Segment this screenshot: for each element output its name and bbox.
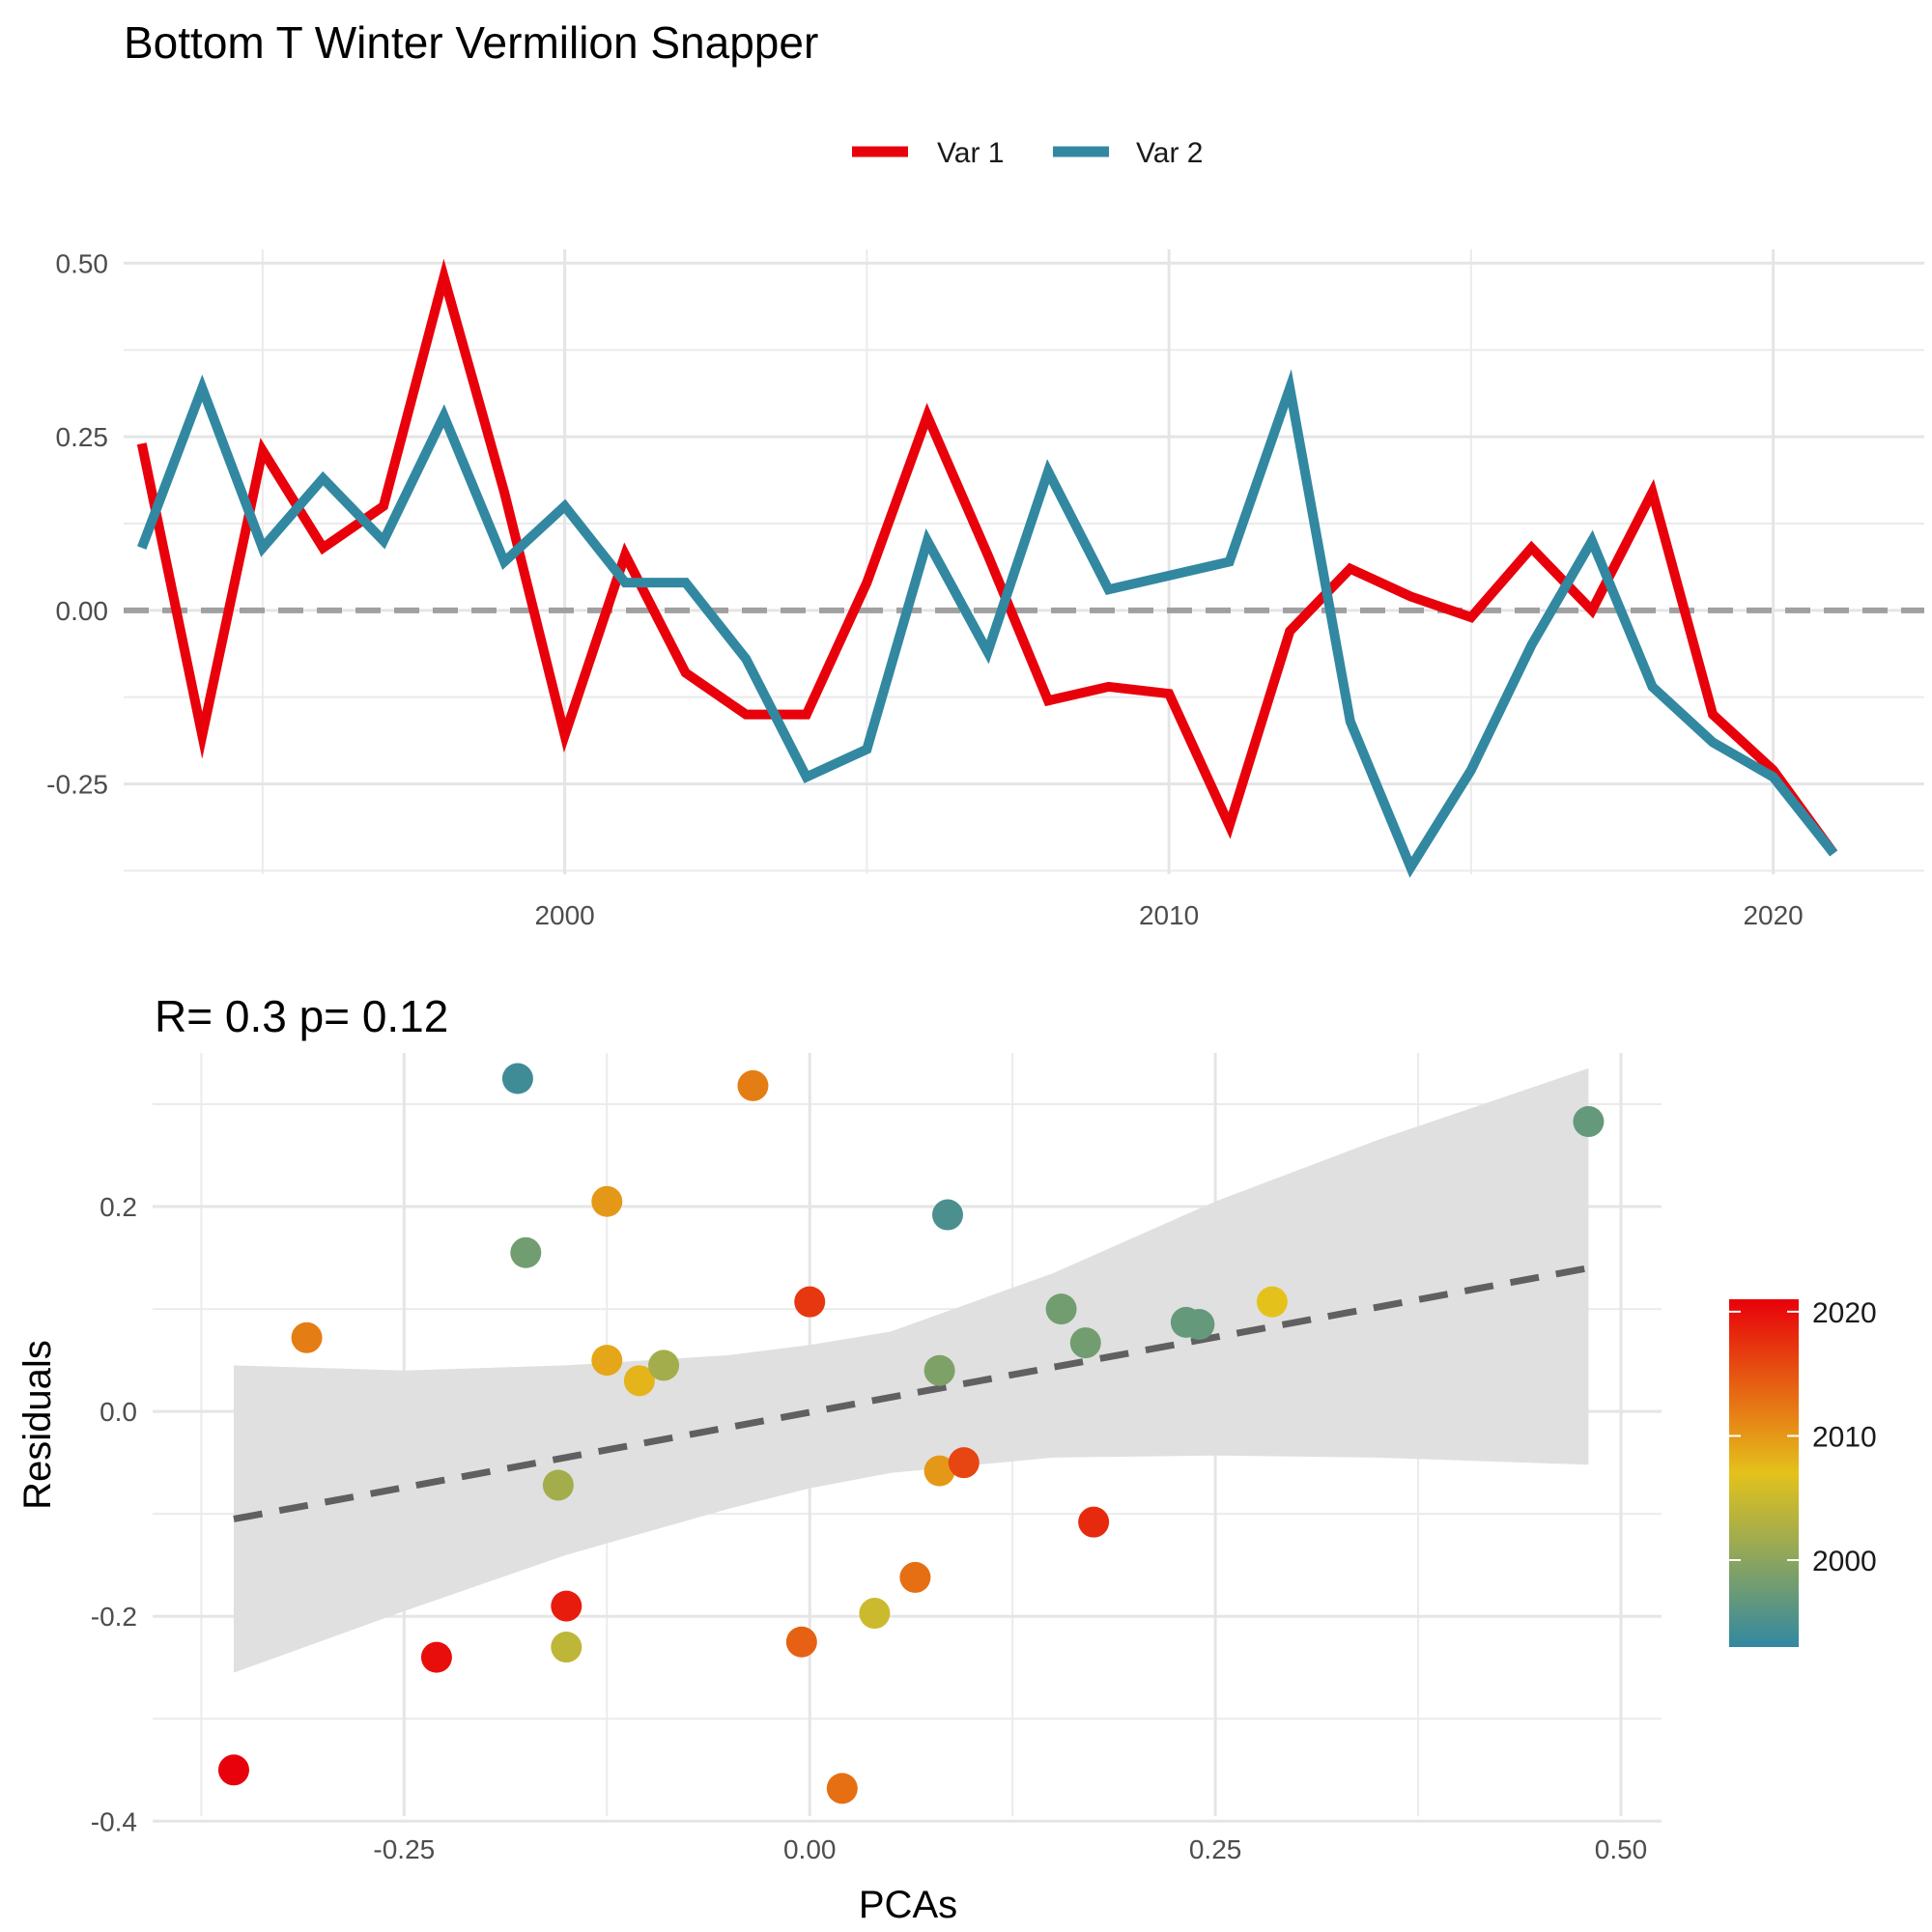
timeseries-y-tick-labels: 0.50 0.25 0.00 -0.25 [46, 248, 108, 799]
timeseries-panel: 0.50 0.25 0.00 -0.25 2000 2010 2020 [46, 248, 1924, 930]
y-tick-label: -0.25 [46, 770, 108, 800]
scatter-y-axis-label: Residuals [16, 1340, 59, 1510]
colorbar-tick-label: 2010 [1812, 1421, 1877, 1453]
scatter-point [648, 1350, 680, 1381]
legend-item-var-2: Var 2 [1053, 137, 1203, 169]
x-tick-label: 2000 [534, 900, 594, 930]
timeseries-x-tick-labels: 2000 2010 2020 [534, 900, 1803, 930]
scatter-point [737, 1069, 769, 1101]
scatter-point [826, 1773, 858, 1804]
timeseries-lines [136, 258, 1838, 878]
scatter-point [551, 1590, 582, 1622]
legend-item-var-1: Var 1 [852, 137, 1004, 169]
x-tick-label: 2010 [1139, 900, 1199, 930]
scatter-point [1256, 1286, 1288, 1318]
scatter-point [785, 1626, 817, 1658]
scatter-panel: R= 0.3 p= 0.12 0.2 0.0 -0.2 -0.4 -0.25 0.00 0… [16, 991, 1662, 1926]
colorbar-gradient [1729, 1299, 1799, 1647]
x-tick-label: 2020 [1743, 900, 1803, 930]
legend-label-var-2: Var 2 [1136, 137, 1203, 169]
series-line-var-2 [137, 369, 1838, 878]
scatter-x-tick-labels: -0.25 0.00 0.25 0.50 [373, 1834, 1647, 1864]
legend-label-var-1: Var 1 [937, 137, 1004, 169]
scatter-point [501, 1063, 533, 1094]
scatter-point [591, 1185, 623, 1217]
scatter-point [1045, 1293, 1077, 1325]
figure-title: Bottom T Winter Vermilion Snapper [124, 17, 818, 68]
scatter-point [551, 1632, 582, 1663]
series-line-var-1 [136, 258, 1838, 857]
scatter-point [948, 1447, 980, 1479]
scatter-point [291, 1321, 323, 1353]
scatter-point [510, 1236, 542, 1268]
confidence-band [233, 1067, 1589, 1673]
scatter-point [923, 1455, 955, 1487]
y-tick-label: -0.4 [91, 1806, 137, 1836]
scatter-point [859, 1598, 891, 1630]
scatter-point [1573, 1106, 1605, 1138]
scatter-point [899, 1561, 931, 1593]
x-tick-label: 0.00 [783, 1834, 837, 1864]
x-tick-label: -0.25 [373, 1834, 435, 1864]
scatter-title: R= 0.3 p= 0.12 [155, 991, 448, 1041]
y-tick-label: -0.2 [91, 1602, 137, 1632]
y-tick-label: 0.00 [56, 596, 109, 626]
y-tick-label: 0.0 [99, 1397, 137, 1427]
colorbar-tick-label: 2020 [1812, 1297, 1877, 1329]
scatter-point [420, 1641, 452, 1673]
scatter-point [794, 1286, 826, 1318]
y-tick-label: 0.50 [56, 248, 109, 278]
y-tick-label: 0.25 [56, 422, 109, 452]
scatter-point [623, 1365, 655, 1397]
scatter-point [923, 1354, 955, 1386]
scatter-point [1183, 1309, 1215, 1341]
scatter-point [542, 1469, 574, 1501]
scatter-point [931, 1199, 963, 1231]
scatter-point [1078, 1506, 1110, 1538]
colorbar-ticks: 2020 2010 2000 [1729, 1297, 1877, 1577]
legend: Var 1 Var 2 [852, 137, 1203, 169]
x-tick-label: 0.25 [1189, 1834, 1242, 1864]
scatter-point [591, 1345, 623, 1377]
scatter-y-tick-labels: 0.2 0.0 -0.2 -0.4 [91, 1192, 137, 1836]
x-tick-label: 0.50 [1595, 1834, 1648, 1864]
scatter-points [217, 1063, 1605, 1804]
colorbar: 2020 2010 2000 [1729, 1297, 1877, 1647]
scatter-point [217, 1754, 249, 1786]
scatter-x-axis-label: PCAs [859, 1884, 957, 1926]
scatter-point [1069, 1327, 1101, 1359]
y-tick-label: 0.2 [99, 1192, 137, 1222]
colorbar-tick-label: 2000 [1812, 1546, 1877, 1577]
